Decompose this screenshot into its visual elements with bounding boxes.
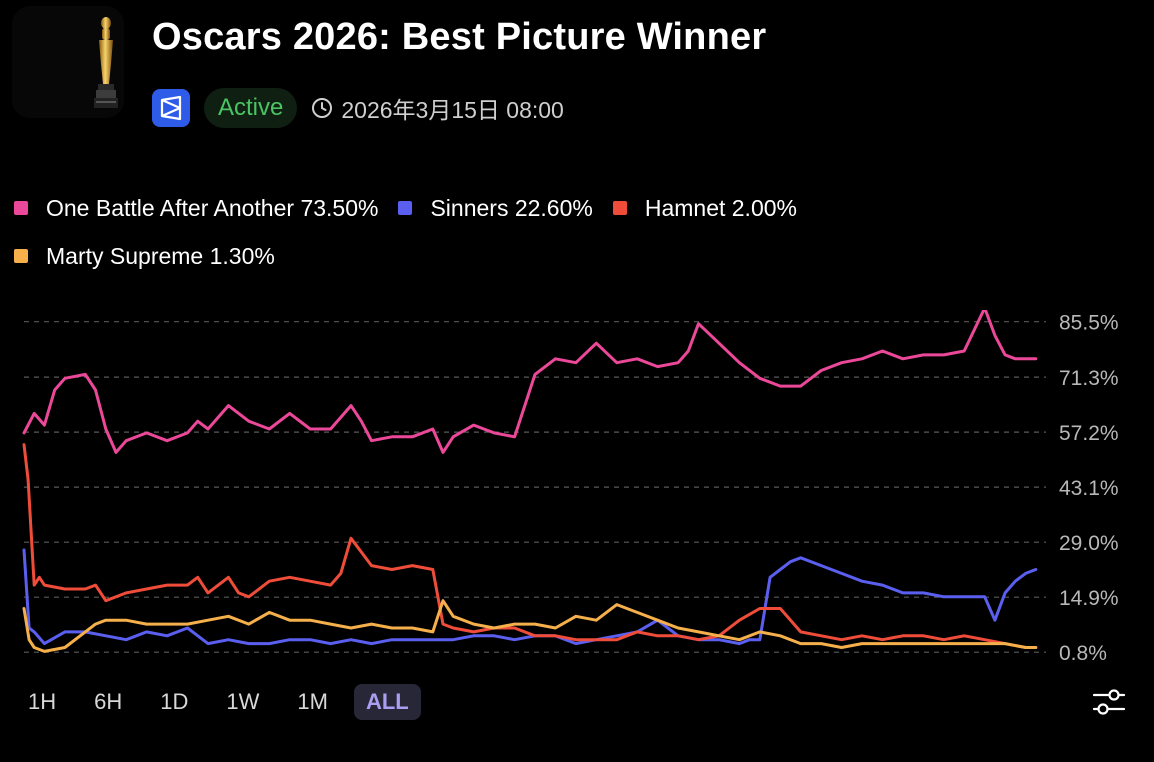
legend-label: One Battle After Another 73.50% — [46, 194, 379, 221]
y-tick-label: 85.5% — [1059, 312, 1119, 335]
end-date-text: 2026年3月15日 08:00 — [341, 97, 564, 123]
market-meta: Active 2026年3月15日 08:00 — [152, 88, 564, 128]
y-tick-label: 0.8% — [1059, 642, 1107, 660]
tab-all[interactable]: ALL — [353, 684, 421, 720]
market-thumbnail — [12, 6, 124, 118]
legend-swatch — [14, 201, 28, 215]
market-title: Oscars 2026: Best Picture Winner — [152, 16, 767, 58]
market-header: Oscars 2026: Best Picture Winner Active … — [0, 0, 1154, 140]
end-date: 2026年3月15日 08:00 — [311, 91, 564, 125]
clock-icon — [312, 98, 333, 118]
legend-label: Sinners 22.60% — [430, 194, 593, 221]
tab-1m[interactable]: 1M — [297, 689, 328, 714]
legend-label: Hamnet 2.00% — [644, 194, 797, 221]
oscar-statuette-icon — [94, 17, 118, 108]
y-tick-label: 57.2% — [1059, 422, 1119, 445]
y-tick-label: 71.3% — [1059, 367, 1119, 390]
legend-swatch — [14, 249, 28, 263]
legend-item-marty-supreme[interactable]: Marty Supreme 1.30% — [14, 243, 275, 270]
legend-swatch — [398, 201, 413, 215]
exchange-logo-icon[interactable] — [152, 89, 190, 127]
series-line-hamnet — [22, 443, 1038, 649]
tab-6h[interactable]: 6H — [94, 689, 123, 714]
legend-item-hamnet[interactable]: Hamnet 2.00% — [612, 194, 797, 222]
chart-legend: One Battle After Another 73.50% Sinners … — [14, 190, 1134, 286]
legend-label: Marty Supreme 1.30% — [46, 242, 275, 269]
series-line-marty-supreme — [22, 599, 1038, 653]
tab-1h[interactable]: 1H — [28, 689, 57, 714]
series-line-one-battle-after-another — [22, 310, 1038, 454]
status-badge: Active — [204, 88, 298, 128]
time-range-tabs: 1H 6H 1D 1W 1M ALL — [16, 684, 435, 720]
tab-1w[interactable]: 1W — [226, 689, 260, 714]
price-history-chart[interactable]: 85.5% 71.3% 57.2% 43.1% 29.0% 14.9% 0.8% — [0, 310, 1154, 660]
tab-1d[interactable]: 1D — [160, 689, 189, 714]
legend-swatch — [612, 201, 627, 215]
legend-item-one-battle[interactable]: One Battle After Another 73.50% — [14, 195, 378, 222]
legend-item-sinners[interactable]: Sinners 22.60% — [398, 194, 593, 222]
y-tick-label: 43.1% — [1059, 477, 1119, 500]
chart-settings-icon[interactable] — [1090, 684, 1128, 720]
y-tick-label: 14.9% — [1059, 587, 1119, 610]
series-line-sinners — [22, 548, 1038, 646]
y-tick-label: 29.0% — [1059, 532, 1119, 555]
